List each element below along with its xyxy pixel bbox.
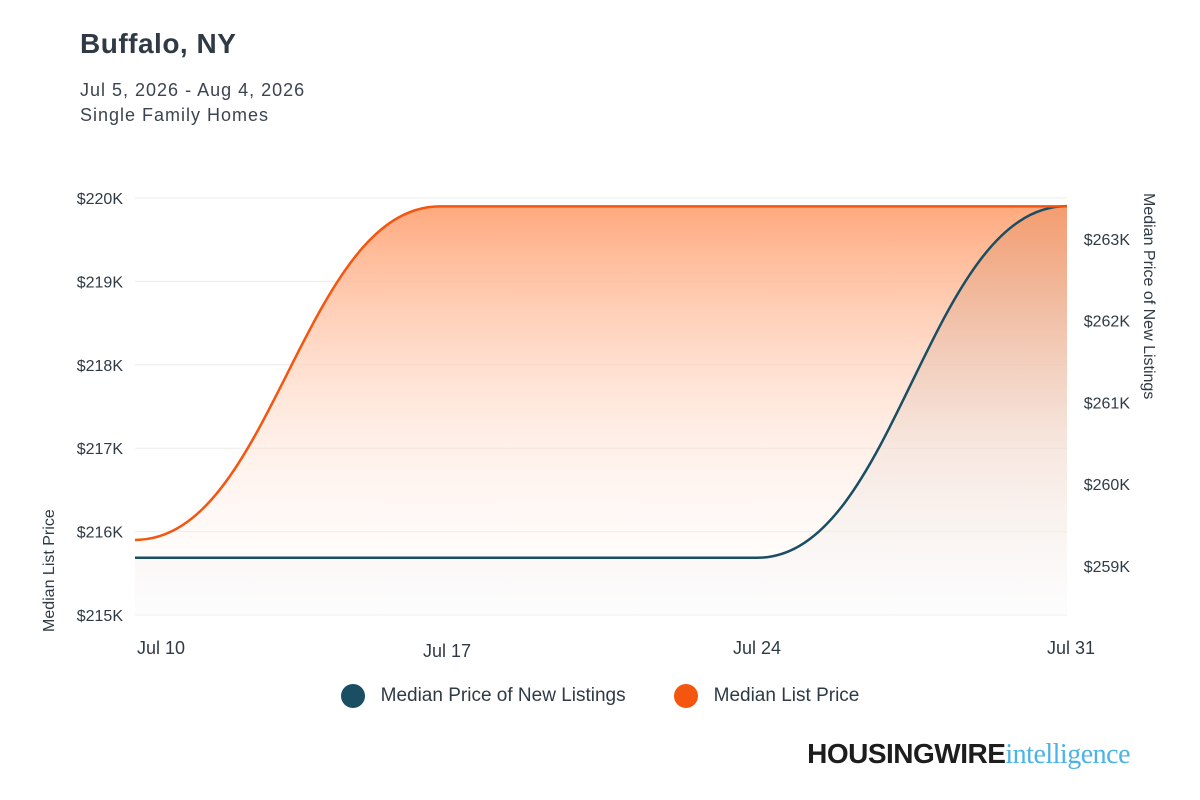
x-tick-label: Jul 17 bbox=[423, 641, 471, 661]
series-lines bbox=[134, 204, 1068, 560]
legend-dot-list-price bbox=[673, 684, 698, 708]
y-axis-right-label: Median Price of New Listings bbox=[1140, 193, 1157, 399]
legend-label-new-listings: Median Price of New Listings bbox=[380, 685, 626, 706]
y-left-tick-label: $218K bbox=[77, 358, 124, 375]
y-left-tick-label: $217K bbox=[77, 441, 124, 458]
y-left-tick-label: $220K bbox=[77, 191, 124, 208]
brand-logo-part2: intelligence bbox=[1005, 739, 1130, 770]
y-axis-left-label: Median List Price bbox=[41, 509, 58, 632]
legend-item-new-listings[interactable]: Median Price of New Listings bbox=[340, 684, 626, 708]
line-new-listings[interactable] bbox=[135, 204, 1068, 560]
axis-ticks: $215K $216K $217K $218K $219K $220K $259K $260K… bbox=[77, 191, 1131, 661]
x-tick-label: Jul 10 bbox=[137, 638, 185, 658]
area-list-price bbox=[135, 206, 1067, 615]
legend: Median Price of New Listings Median List… bbox=[0, 684, 1200, 708]
y-right-tick-label: $259K bbox=[1084, 559, 1131, 576]
brand-logo: HOUSINGWIREintelligence bbox=[807, 738, 1130, 771]
y-right-tick-label: $260K bbox=[1084, 477, 1131, 494]
date-range: Jul 5, 2026 - Aug 4, 2026 bbox=[80, 80, 306, 100]
x-tick-label: Jul 31 bbox=[1047, 638, 1095, 658]
y-right-tick-label: $262K bbox=[1084, 314, 1131, 331]
legend-dot-new-listings bbox=[340, 684, 365, 708]
area-fills bbox=[135, 206, 1067, 616]
y-left-tick-label: $215K bbox=[77, 608, 124, 625]
y-right-tick-label: $261K bbox=[1084, 395, 1131, 412]
line-list-price[interactable] bbox=[134, 205, 1067, 542]
x-tick-label: Jul 24 bbox=[733, 638, 781, 658]
chart-title: Buffalo, NY bbox=[80, 28, 237, 59]
segment-label: Single Family Homes bbox=[80, 105, 270, 125]
y-left-tick-label: $219K bbox=[77, 274, 124, 291]
legend-label-list-price: Median List Price bbox=[713, 685, 860, 706]
y-right-tick-label: $263K bbox=[1084, 232, 1131, 249]
y-left-tick-label: $216K bbox=[77, 525, 124, 542]
brand-logo-part1: HOUSINGWIRE bbox=[807, 738, 1006, 769]
legend-item-list-price[interactable]: Median List Price bbox=[673, 684, 860, 708]
